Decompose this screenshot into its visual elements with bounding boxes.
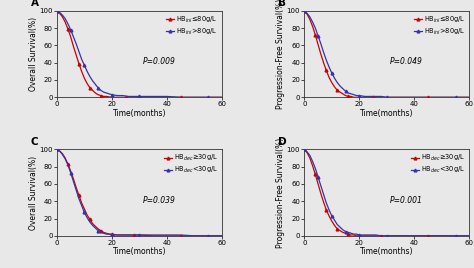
Text: P=0.001: P=0.001 xyxy=(390,196,423,205)
Legend: HB$_{dec}$≥30g/L, HB$_{dec}$<30g/L: HB$_{dec}$≥30g/L, HB$_{dec}$<30g/L xyxy=(410,152,466,176)
Legend: HB$_{dec}$≥30g/L, HB$_{dec}$<30g/L: HB$_{dec}$≥30g/L, HB$_{dec}$<30g/L xyxy=(163,152,219,176)
Text: A: A xyxy=(30,0,38,8)
Text: D: D xyxy=(278,137,287,147)
Text: P=0.049: P=0.049 xyxy=(390,57,423,66)
Y-axis label: Overall Survival(%): Overall Survival(%) xyxy=(29,155,38,230)
Legend: HB$_{ini}$≤80g/L, HB$_{ini}$>80g/L: HB$_{ini}$≤80g/L, HB$_{ini}$>80g/L xyxy=(166,14,219,38)
Text: C: C xyxy=(30,137,38,147)
X-axis label: Time(months): Time(months) xyxy=(113,247,166,256)
Text: B: B xyxy=(278,0,286,8)
Y-axis label: Progression-Free Survival(%): Progression-Free Survival(%) xyxy=(276,137,285,248)
Text: P=0.039: P=0.039 xyxy=(143,196,175,205)
X-axis label: Time(months): Time(months) xyxy=(360,109,413,118)
Text: P=0.009: P=0.009 xyxy=(143,57,175,66)
X-axis label: Time(months): Time(months) xyxy=(360,247,413,256)
X-axis label: Time(months): Time(months) xyxy=(113,109,166,118)
Legend: HB$_{ini}$≤80g/L, HB$_{ini}$>80g/L: HB$_{ini}$≤80g/L, HB$_{ini}$>80g/L xyxy=(413,14,466,38)
Y-axis label: Overall Survival(%): Overall Survival(%) xyxy=(29,17,38,91)
Y-axis label: Progression-Free Survival(%): Progression-Free Survival(%) xyxy=(276,0,285,109)
